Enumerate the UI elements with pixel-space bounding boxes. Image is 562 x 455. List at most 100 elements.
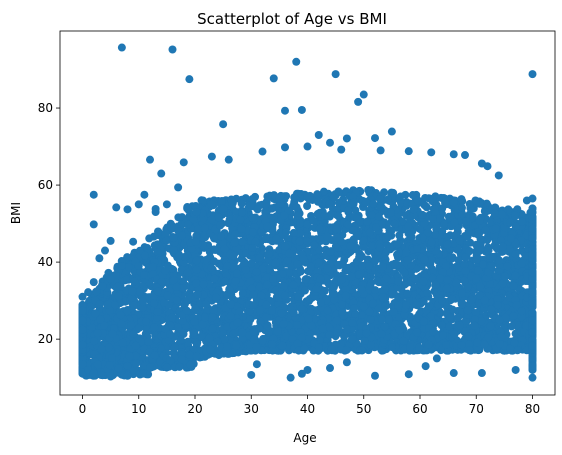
data-point [359, 242, 368, 251]
data-point [295, 237, 304, 246]
data-point [337, 276, 346, 285]
data-point [505, 245, 514, 254]
chart-title: Scatterplot of Age vs BMI [197, 10, 387, 28]
data-point [375, 194, 384, 203]
data-point [364, 261, 373, 270]
data-point [395, 326, 404, 335]
data-point [293, 211, 302, 220]
data-point [135, 246, 144, 255]
data-point [355, 270, 364, 279]
data-point [460, 276, 469, 285]
data-point [495, 316, 504, 325]
data-point [332, 316, 341, 325]
data-point [208, 324, 217, 333]
data-point [511, 250, 520, 259]
data-point [91, 309, 100, 318]
data-point [461, 253, 470, 262]
data-point [207, 263, 216, 272]
data-point [348, 319, 357, 327]
data-point [310, 241, 319, 250]
data-point [441, 198, 450, 207]
data-point [162, 236, 171, 245]
data-point [435, 214, 444, 223]
data-point [263, 280, 272, 289]
data-point [138, 297, 147, 306]
data-point [179, 277, 188, 286]
data-point [431, 280, 440, 289]
data-point [220, 244, 229, 253]
data-point [114, 292, 123, 301]
data-point [333, 329, 342, 338]
data-point [271, 286, 280, 295]
data-point [209, 306, 218, 315]
data-point [283, 235, 292, 243]
data-point [303, 237, 312, 246]
data-point [288, 334, 297, 343]
data-point [452, 278, 461, 287]
data-point [474, 266, 483, 275]
data-point [429, 327, 438, 336]
data-point [251, 237, 260, 246]
data-point [367, 341, 376, 350]
data-point [497, 332, 506, 341]
data-point [178, 317, 187, 326]
data-point [207, 215, 216, 224]
data-point [141, 323, 150, 332]
data-point [487, 305, 496, 314]
data-point [160, 298, 169, 307]
data-point [376, 243, 385, 252]
data-point [334, 211, 343, 220]
data-point [326, 247, 335, 256]
data-point [374, 212, 383, 221]
data-point [113, 282, 122, 291]
data-point [129, 301, 138, 310]
data-point [472, 255, 481, 264]
data-point [280, 211, 289, 220]
data-point [135, 323, 144, 332]
data-point [229, 263, 238, 272]
data-point [186, 360, 195, 369]
data-point [289, 280, 298, 289]
data-point [198, 320, 207, 329]
data-point [332, 225, 341, 233]
data-point [174, 213, 183, 222]
data-point [386, 243, 395, 252]
data-point [248, 228, 257, 237]
data-point [475, 216, 484, 225]
data-point [395, 248, 404, 257]
data-point [273, 327, 282, 336]
data-point [375, 202, 384, 211]
data-point [114, 364, 123, 373]
data-point [319, 187, 328, 196]
data-point [153, 287, 162, 296]
data-point [441, 262, 450, 271]
data-point [396, 192, 405, 201]
data-point [248, 195, 257, 204]
data-point [292, 203, 301, 212]
data-point [483, 236, 492, 245]
data-point [93, 329, 102, 338]
data-points [78, 43, 537, 382]
data-point [191, 202, 200, 211]
data-point [301, 275, 310, 284]
data-point [371, 257, 380, 266]
data-point [192, 208, 201, 217]
data-point [368, 241, 377, 250]
data-point [315, 245, 324, 254]
data-point [223, 261, 232, 270]
data-point [103, 300, 112, 309]
data-point [258, 264, 267, 273]
data-point [157, 277, 166, 286]
data-point [223, 322, 232, 331]
data-point [388, 343, 397, 352]
data-point [461, 217, 470, 226]
data-point [246, 315, 255, 324]
data-point [320, 211, 329, 220]
data-point [241, 249, 250, 258]
data-point [279, 282, 288, 291]
data-point [201, 313, 210, 322]
data-point [190, 328, 199, 337]
data-point [460, 260, 469, 269]
data-point [409, 205, 418, 214]
data-point [253, 205, 262, 214]
